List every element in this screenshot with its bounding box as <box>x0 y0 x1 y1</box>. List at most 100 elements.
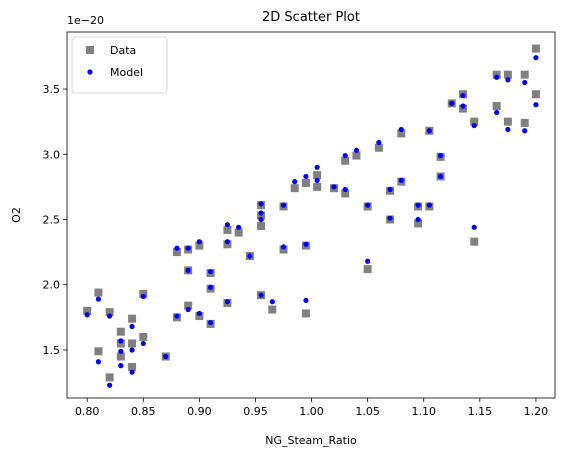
point <box>342 186 348 193</box>
point <box>533 102 539 108</box>
point <box>520 118 529 127</box>
x-tick-label: 1.05 <box>355 405 380 418</box>
point <box>196 239 202 245</box>
point <box>437 173 444 180</box>
point <box>520 70 529 79</box>
point <box>471 122 477 129</box>
point <box>397 129 406 138</box>
point <box>163 353 169 360</box>
point <box>460 92 466 99</box>
point <box>471 224 477 230</box>
point <box>184 301 193 310</box>
point <box>531 44 540 53</box>
point <box>314 177 320 183</box>
point <box>398 177 404 183</box>
point <box>460 103 466 109</box>
point <box>531 90 540 99</box>
point <box>341 156 350 165</box>
point <box>342 152 348 159</box>
x-tick-label: 0.85 <box>131 405 156 418</box>
point <box>140 340 146 347</box>
point <box>459 104 468 113</box>
point <box>365 202 371 208</box>
x-tick-label: 0.80 <box>75 405 100 418</box>
point <box>116 339 125 348</box>
point <box>224 239 231 245</box>
point <box>185 245 191 251</box>
y-tick-label: 3.0 <box>43 148 61 161</box>
y-axis-label: O2 <box>10 207 23 223</box>
point <box>387 186 393 193</box>
point <box>236 224 242 230</box>
point <box>94 347 103 356</box>
point <box>107 382 113 388</box>
point <box>398 126 404 133</box>
point <box>195 312 204 321</box>
point <box>268 305 277 314</box>
x-tick-label: 1.10 <box>411 405 436 418</box>
point <box>107 313 113 319</box>
point <box>376 139 382 146</box>
point <box>223 225 232 234</box>
point <box>195 241 204 250</box>
point <box>172 248 181 257</box>
point <box>365 258 371 264</box>
point <box>280 202 287 208</box>
legend-label: Data <box>110 44 136 57</box>
series-1 <box>84 55 539 388</box>
point <box>207 269 214 275</box>
point <box>363 265 372 274</box>
point <box>128 339 137 348</box>
point <box>118 348 124 354</box>
x-tick-label: 0.95 <box>243 405 268 418</box>
point <box>185 267 191 273</box>
point <box>352 151 361 160</box>
point <box>415 216 421 223</box>
point <box>269 299 275 305</box>
x-tick-label: 1.15 <box>468 405 493 418</box>
x-axis-label: NG_Steam_Ratio <box>265 434 357 447</box>
point <box>94 288 103 297</box>
point <box>207 319 214 326</box>
point <box>95 359 102 365</box>
point <box>118 363 124 369</box>
point <box>105 308 114 317</box>
point <box>185 306 191 313</box>
point <box>415 202 421 208</box>
x-tick-label: 0.90 <box>187 405 212 418</box>
point <box>290 184 299 193</box>
point <box>128 362 137 371</box>
point <box>494 74 500 80</box>
point <box>492 70 501 79</box>
point <box>414 219 423 228</box>
point <box>503 70 512 79</box>
point <box>331 184 337 190</box>
point <box>303 173 309 180</box>
point <box>303 241 309 247</box>
point <box>492 101 501 110</box>
y-tick-label: 2.0 <box>43 279 61 292</box>
point <box>247 253 253 259</box>
point <box>374 143 383 152</box>
legend: Data Model <box>71 36 168 94</box>
point <box>84 312 90 318</box>
y-offset-label: 1e−20 <box>67 14 104 27</box>
series-0 <box>83 44 540 382</box>
point <box>174 313 180 319</box>
point <box>258 216 264 223</box>
y-tick-label: 3.5 <box>43 83 61 96</box>
point <box>503 117 512 126</box>
y-tick-label: 1.5 <box>43 344 61 357</box>
point <box>280 244 287 250</box>
point <box>139 289 148 298</box>
point <box>223 240 232 249</box>
point <box>224 222 231 228</box>
point <box>437 152 444 159</box>
point <box>313 171 322 180</box>
point <box>95 296 102 302</box>
legend-label: Model <box>110 66 143 79</box>
point <box>314 164 320 170</box>
point <box>470 117 479 126</box>
